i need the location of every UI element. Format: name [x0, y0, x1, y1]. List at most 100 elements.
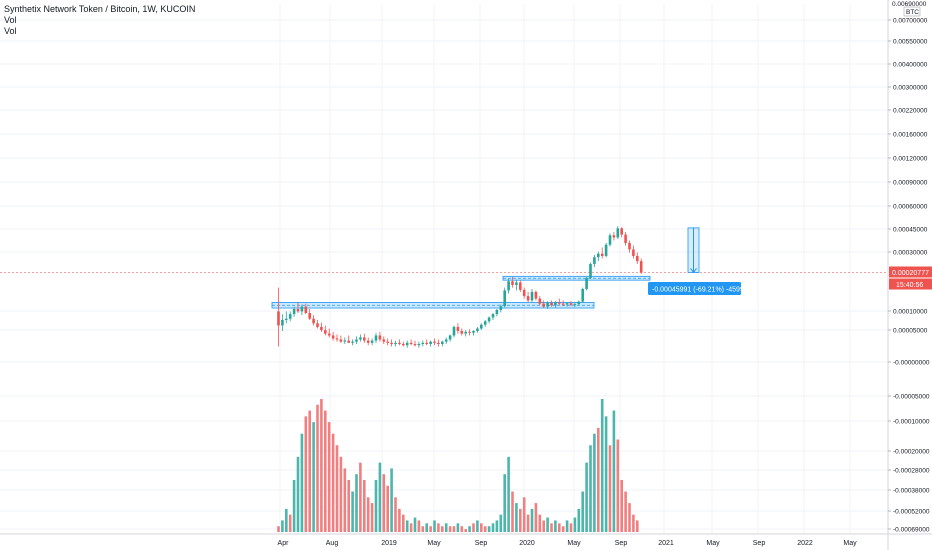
- price-label: 0.00400000: [893, 62, 928, 69]
- volume-bar: [511, 491, 514, 532]
- volume-bar: [522, 497, 526, 532]
- candle-body: [636, 255, 639, 262]
- volume-bar: [589, 445, 592, 532]
- candle-body: [542, 303, 545, 307]
- volume-bar: [300, 433, 304, 532]
- bar-countdown: 15:40:56: [896, 282, 923, 289]
- volume-bar: [616, 439, 620, 532]
- candle-body: [343, 340, 347, 342]
- candle-body: [359, 337, 362, 340]
- candle-body: [632, 249, 635, 256]
- candle-body: [308, 313, 311, 319]
- volume-bar: [421, 526, 425, 532]
- current-price-tag: [889, 266, 932, 278]
- candle-body: [316, 323, 319, 327]
- price-label: -0.00052000: [893, 509, 930, 516]
- candle-body: [546, 302, 549, 307]
- volume-bar: [351, 491, 354, 532]
- volume-bar: [636, 520, 639, 532]
- volume-bar: [441, 526, 444, 532]
- candle-body: [565, 303, 569, 305]
- candle-body: [554, 302, 557, 306]
- candle-body: [581, 288, 584, 302]
- symbol-title[interactable]: Synthetix Network Token / Bitcoin, 1W, K…: [4, 4, 196, 14]
- volume-bar: [624, 491, 627, 532]
- candle-body: [363, 337, 366, 341]
- volume-bar: [577, 508, 581, 532]
- price-label: 0.00220000: [893, 108, 928, 115]
- candle-body: [612, 235, 616, 238]
- volume-bar: [472, 523, 475, 532]
- time-label: Sep: [615, 540, 628, 547]
- measure-arrowhead: [690, 268, 697, 274]
- candle-body: [538, 298, 542, 304]
- candle-body: [577, 301, 581, 305]
- volume-bar: [304, 416, 308, 532]
- time-label: May: [706, 540, 720, 547]
- volume-bar: [413, 517, 417, 532]
- candle-body: [530, 291, 534, 301]
- time-label: 2019: [381, 540, 397, 547]
- candle-body: [331, 335, 335, 339]
- candle-body: [296, 308, 300, 312]
- volume-bar: [507, 456, 510, 532]
- measure-tool[interactable]: -0.00045991 (-69.21%) -45991: [648, 227, 748, 295]
- candle-body: [351, 341, 354, 343]
- candle-body: [526, 296, 530, 301]
- volume-bar: [382, 474, 386, 532]
- candle-body: [448, 335, 452, 340]
- candle-body: [589, 263, 592, 278]
- volume-bar: [480, 523, 483, 532]
- volume-bar: [343, 468, 347, 532]
- price-label: 0.00700000: [893, 18, 928, 25]
- volume-bar: [324, 410, 327, 532]
- candle-body: [585, 277, 588, 289]
- volume-bar: [612, 410, 616, 532]
- volume-bar: [565, 520, 569, 532]
- candle-body: [487, 317, 491, 322]
- volume-indicator-label[interactable]: Vol: [4, 15, 17, 25]
- volume-indicator-label-2[interactable]: Vol: [4, 26, 17, 36]
- volume-bar: [554, 520, 557, 532]
- candle-body: [600, 253, 604, 256]
- candle-body: [402, 343, 405, 346]
- volume-bar: [483, 526, 487, 532]
- candle-body: [374, 335, 378, 341]
- candle-body: [437, 342, 440, 344]
- volume-bar: [487, 526, 491, 532]
- volume-bar: [429, 526, 432, 532]
- candle-body: [398, 342, 401, 344]
- time-axis[interactable]: Apr Aug 2019 May Sep 2020 May Sep 2021 May Sep 2022…: [0, 533, 932, 547]
- price-label: -0.00005000: [893, 394, 930, 401]
- volume-bar: [320, 399, 323, 532]
- volume-bar: [530, 508, 534, 532]
- candle-body: [522, 289, 526, 297]
- volume-bar: [331, 433, 335, 532]
- candle-body: [604, 244, 608, 256]
- volume-bar: [425, 523, 428, 532]
- candle-body: [409, 342, 413, 344]
- candle-body: [335, 338, 339, 340]
- volume-bar: [433, 520, 436, 532]
- volume-bar: [405, 520, 409, 532]
- candle-body: [421, 342, 425, 344]
- candle-body: [593, 257, 596, 264]
- time-label: May: [843, 540, 857, 547]
- candle-body: [417, 343, 421, 346]
- candle-body: [472, 330, 475, 333]
- candle-body: [628, 242, 631, 250]
- candle-body: [460, 330, 464, 334]
- support-zones[interactable]: [271, 275, 651, 309]
- price-label: 0.00550000: [893, 39, 928, 46]
- price-label: 0.00005000: [893, 328, 928, 335]
- volume-bar: [558, 523, 561, 532]
- candle-body: [366, 340, 370, 343]
- candle-body: [511, 281, 514, 285]
- volume-bar: [608, 445, 612, 532]
- candle-body: [320, 326, 323, 331]
- time-label: 2021: [658, 540, 674, 547]
- volume-bar: [409, 523, 413, 532]
